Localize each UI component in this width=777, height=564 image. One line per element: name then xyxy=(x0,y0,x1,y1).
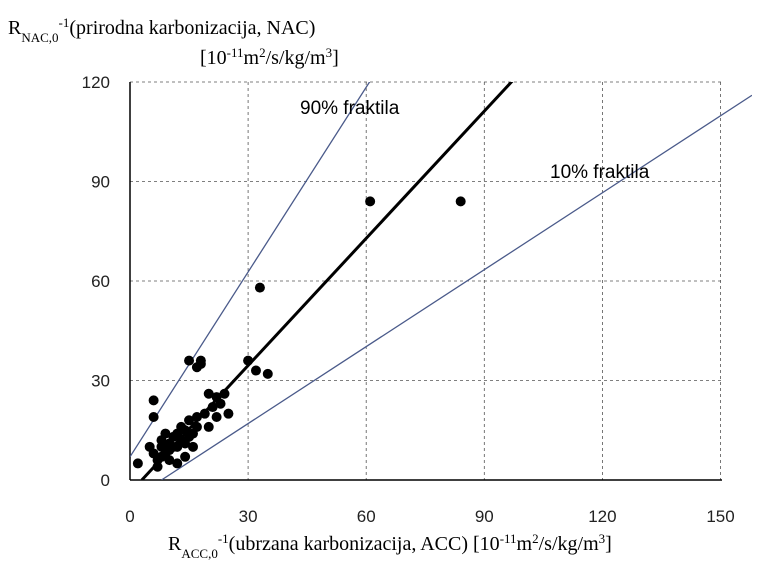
label-part: 3 xyxy=(326,45,333,60)
label-part: -1 xyxy=(59,15,70,30)
data-point xyxy=(195,358,206,369)
data-point xyxy=(211,411,222,422)
label-part: [10 xyxy=(200,47,227,69)
x-axis-label: RACC,0-1(ubrzana karbonizacija, ACC) [10… xyxy=(168,531,612,561)
data-point xyxy=(455,196,466,207)
label-part: m xyxy=(517,533,533,555)
label-part: (ubrzana karbonizacija, ACC) [10 xyxy=(229,533,500,555)
x-tick-label: 150 xyxy=(706,507,734,526)
label-part: R xyxy=(168,533,182,555)
x-tick-label: 90 xyxy=(475,507,494,526)
data-point xyxy=(250,365,261,376)
data-point xyxy=(172,458,183,469)
data-point xyxy=(184,355,195,366)
label-part: ] xyxy=(605,533,612,555)
data-point xyxy=(262,368,273,379)
plot-area xyxy=(129,81,752,481)
fit-line xyxy=(161,94,752,480)
data-point xyxy=(243,355,254,366)
data-point xyxy=(156,451,167,462)
y-tick-label: 0 xyxy=(101,471,110,490)
annotation: 10% fraktila xyxy=(550,162,650,183)
data-point xyxy=(187,441,198,452)
data-point xyxy=(160,428,171,439)
data-point xyxy=(148,395,159,406)
y-tick-label: 90 xyxy=(91,173,110,192)
data-point xyxy=(254,282,265,293)
fit-line xyxy=(130,82,371,458)
data-point xyxy=(180,451,191,462)
label-part: 3 xyxy=(599,531,606,546)
y-tick-label: 120 xyxy=(82,73,110,92)
data-point xyxy=(365,196,376,207)
data-point xyxy=(203,388,214,399)
data-point xyxy=(132,458,143,469)
x-tick-label: 60 xyxy=(357,507,376,526)
label-part: 2 xyxy=(532,531,539,546)
label-part: m xyxy=(244,47,260,69)
data-point xyxy=(184,415,195,426)
data-point xyxy=(191,421,202,432)
data-point xyxy=(219,388,230,399)
y-tick-label: 30 xyxy=(91,372,110,391)
label-part: -1 xyxy=(218,531,229,546)
label-part: -11 xyxy=(500,531,517,546)
y-tick-label: 60 xyxy=(91,272,110,291)
data-point xyxy=(164,455,175,466)
label-part: /s/kg/m xyxy=(266,47,326,69)
data-point xyxy=(223,408,234,419)
data-point xyxy=(215,398,226,409)
label-part: NAC,0 xyxy=(21,30,58,45)
label-part: ] xyxy=(332,47,339,69)
x-tick-label: 120 xyxy=(588,507,616,526)
label-part: 2 xyxy=(259,45,266,60)
data-point xyxy=(207,402,218,413)
data-point xyxy=(148,411,159,422)
y-axis-label: [10-11m2/s/kg/m3] xyxy=(200,45,339,70)
label-part: -11 xyxy=(227,45,244,60)
data-point xyxy=(199,408,210,419)
label-part: R xyxy=(8,17,22,39)
annotation: 90% fraktila xyxy=(300,98,400,119)
data-point xyxy=(203,421,214,432)
lines xyxy=(130,82,752,480)
label-part: /s/kg/m xyxy=(539,533,599,555)
y-axis-label: RNAC,0-1(prirodna karbonizacija, NAC) xyxy=(8,15,315,45)
x-tick-label: 0 xyxy=(125,507,134,526)
data-point xyxy=(191,411,202,422)
data-point xyxy=(168,441,179,452)
label-part: ACC,0 xyxy=(181,546,217,561)
data-point xyxy=(152,461,163,472)
x-tick-label: 30 xyxy=(239,507,258,526)
label-part: (prirodna karbonizacija, NAC) xyxy=(69,17,315,39)
